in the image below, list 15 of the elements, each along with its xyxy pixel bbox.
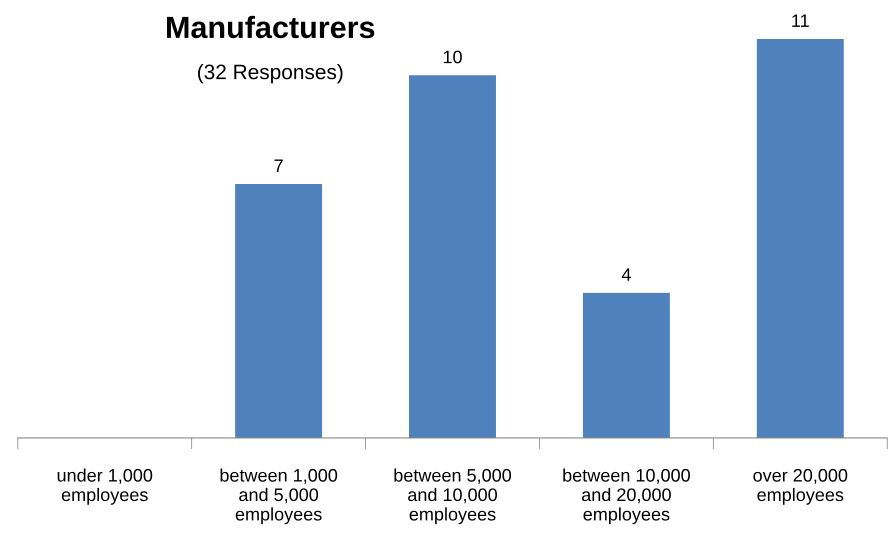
x-tick-label: between 1,000 and 5,000 employees — [220, 468, 338, 524]
x-tick-label: over 20,000 employees — [753, 468, 848, 505]
text: (32 Responses) — [198, 64, 342, 84]
x-tick-label: under 1,000 employees — [58, 468, 152, 505]
bar — [235, 184, 322, 438]
data-label: 10 — [444, 50, 462, 64]
bar — [409, 75, 496, 438]
bar — [756, 38, 844, 438]
x-tick-label: between 5,000 and 10,000 employees — [394, 468, 512, 524]
bar — [582, 292, 670, 438]
data-label: 11 — [792, 14, 809, 27]
x-tick-label: between 10,000 and 20,000 employees — [563, 468, 690, 524]
chart-title: Manufacturers — [167, 16, 374, 38]
data-label: 7 — [274, 160, 283, 172]
data-label: 4 — [622, 268, 631, 281]
